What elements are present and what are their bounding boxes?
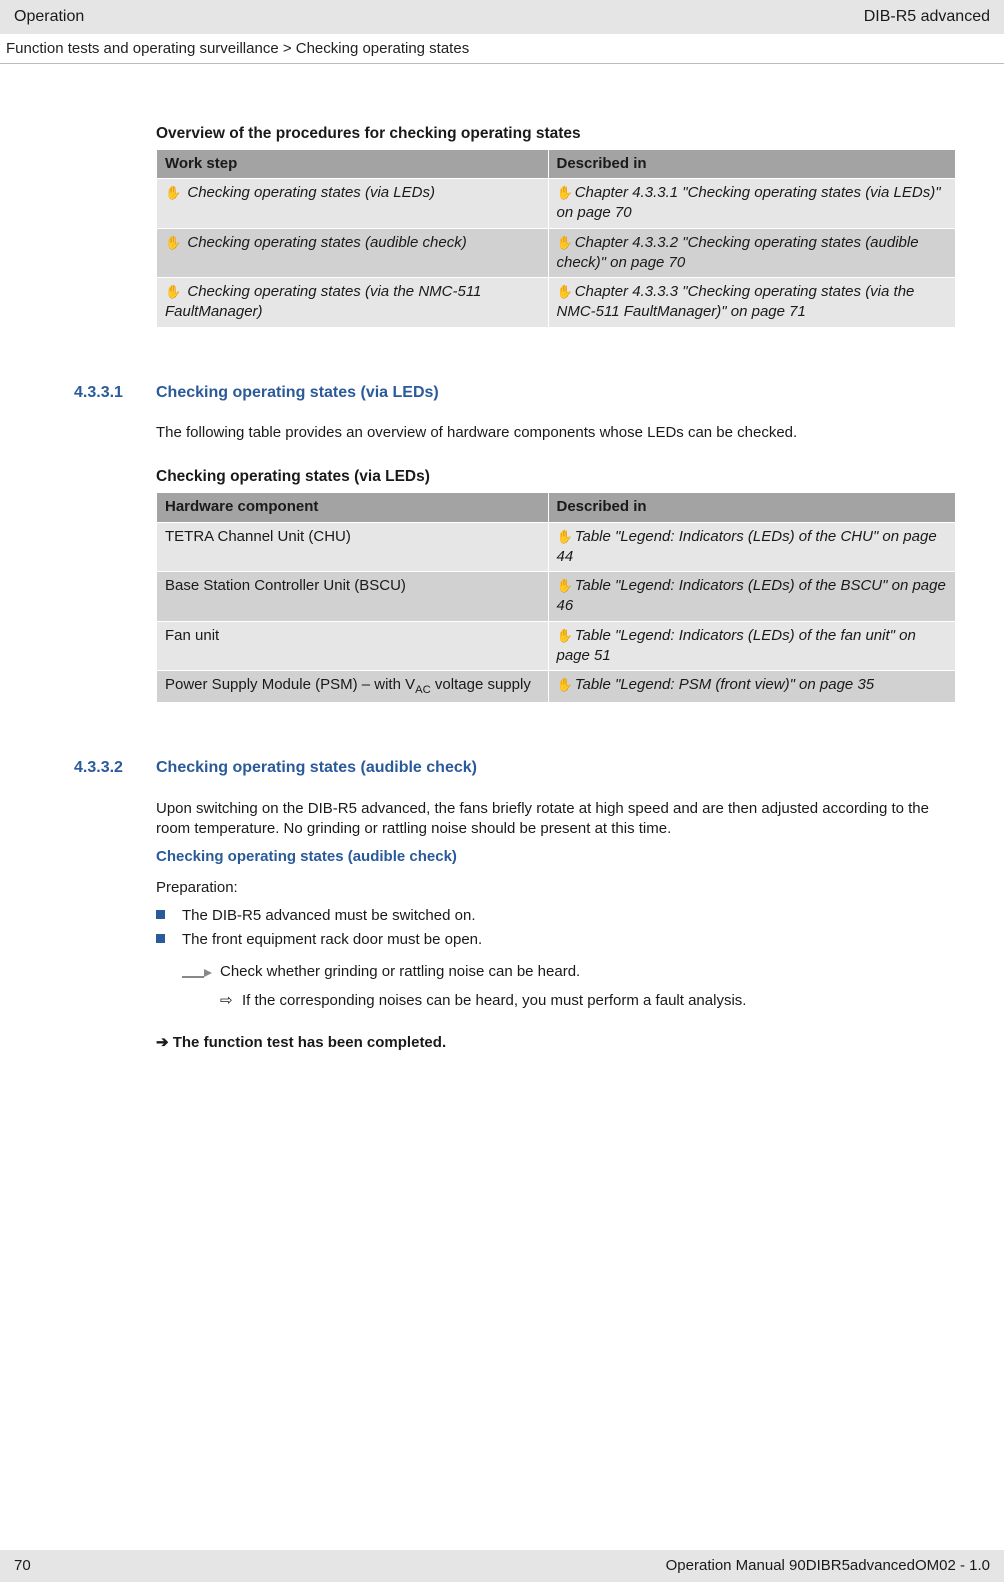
cell-text: Checking operating states (via LEDs) [187,184,435,201]
page-footer: 70 Operation Manual 90DIBR5advancedOM02 … [0,1550,1004,1582]
ref-cell: ✋Chapter 4.3.3.3 "Checking operating sta… [548,278,956,328]
table-row: Power Supply Module (PSM) – with VAC vol… [157,671,956,703]
result-text: If the corresponding noises can be heard… [242,991,956,1011]
step-arrow-icon [182,966,216,980]
intro-text: The following table provides an overview… [156,423,956,443]
ref-cell: ✋Chapter 4.3.3.2 "Checking operating sta… [548,228,956,278]
cell-text: voltage supply [431,676,531,693]
breadcrumb: Function tests and operating surveillanc… [0,34,1004,64]
section-title: Checking operating states (via LEDs) [156,382,439,404]
hand-icon: ✋ [557,283,573,301]
sub-heading: Checking operating states (audible check… [156,847,956,867]
completion-text: ➔ The function test has been completed. [156,1033,956,1053]
table-row: ✋ Checking operating states (via the NMC… [157,278,956,328]
cell-text: Chapter 4.3.3.1 "Checking operating stat… [557,184,941,221]
overview-procedures-section: Overview of the procedures for checking … [156,124,956,328]
table-row: ✋ Checking operating states (audible che… [157,228,956,278]
table2-caption: Checking operating states (via LEDs) [156,467,956,488]
hand-icon: ✋ [165,283,181,301]
table2-h1: Hardware component [157,493,549,522]
cell-text: Checking operating states (via the NMC-5… [165,283,481,320]
section-number: 4.3.3.2 [74,757,156,779]
table1-h1: Work step [157,149,549,178]
table1-h2: Described in [548,149,956,178]
section-4332: 4.3.3.2 Checking operating states (audib… [156,757,956,1053]
hand-icon: ✋ [557,234,573,252]
leds-table: Hardware component Described in TETRA Ch… [156,492,956,703]
result-arrow-icon: ⇨ [220,991,242,1011]
list-item: The front equipment rack door must be op… [156,930,956,950]
hand-icon: ✋ [557,528,573,546]
ref-cell: ✋Table "Legend: PSM (front view)" on pag… [548,671,956,703]
ref-cell: ✋Table "Legend: Indicators (LEDs) of the… [548,522,956,572]
hand-icon: ✋ [557,184,573,202]
hand-icon: ✋ [557,577,573,595]
component-cell: Fan unit [157,621,549,671]
hand-icon: ✋ [165,234,181,252]
workstep-cell: ✋ Checking operating states (via LEDs) [157,179,549,229]
table-row: ✋ Checking operating states (via LEDs) ✋… [157,179,956,229]
cell-text: Chapter 4.3.3.2 "Checking operating stat… [557,234,919,271]
workstep-cell: ✋ Checking operating states (via the NMC… [157,278,549,328]
overview-procedures-table: Work step Described in ✋ Checking operat… [156,149,956,328]
cell-text: Table "Legend: Indicators (LEDs) of the … [557,577,946,614]
section-4331: 4.3.3.1 Checking operating states (via L… [156,382,956,704]
footer-title: Operation Manual 90DIBR5advancedOM02 - 1… [666,1556,990,1576]
intro-text: Upon switching on the DIB-R5 advanced, t… [156,799,956,840]
result-row: ⇨ If the corresponding noises can be hea… [156,991,956,1011]
component-cell: Power Supply Module (PSM) – with VAC vol… [157,671,549,703]
subscript-text: AC [415,684,431,696]
cell-text: Chapter 4.3.3.3 "Checking operating stat… [557,283,915,320]
cell-text: Table "Legend: PSM (front view)" on page… [575,676,874,693]
table2-h2: Described in [548,493,956,522]
table1-caption: Overview of the procedures for checking … [156,124,956,145]
cell-text: Table "Legend: Indicators (LEDs) of the … [557,627,916,664]
hand-icon: ✋ [557,676,573,694]
section-number: 4.3.3.1 [74,382,156,404]
table-header-row: Work step Described in [157,149,956,178]
header-right: DIB-R5 advanced [864,6,990,28]
ref-cell: ✋Table "Legend: Indicators (LEDs) of the… [548,621,956,671]
step-text: Check whether grinding or rattling noise… [216,962,956,982]
page-header: Operation DIB-R5 advanced [0,0,1004,34]
table-row: Fan unit ✋Table "Legend: Indicators (LED… [157,621,956,671]
component-cell: Base Station Controller Unit (BSCU) [157,572,549,622]
table-header-row: Hardware component Described in [157,493,956,522]
section-title: Checking operating states (audible check… [156,757,477,779]
page-number: 70 [14,1556,31,1576]
prep-label: Preparation: [156,878,956,898]
hand-icon: ✋ [557,627,573,645]
cell-text: Checking operating states (audible check… [187,234,466,251]
cell-text: Table "Legend: Indicators (LEDs) of the … [557,528,937,565]
table-row: TETRA Channel Unit (CHU) ✋Table "Legend:… [157,522,956,572]
section-heading: 4.3.3.1 Checking operating states (via L… [74,382,956,404]
cell-text: Power Supply Module (PSM) – with V [165,676,415,693]
component-cell: TETRA Channel Unit (CHU) [157,522,549,572]
header-left: Operation [14,6,84,28]
section-heading: 4.3.3.2 Checking operating states (audib… [74,757,956,779]
ref-cell: ✋Table "Legend: Indicators (LEDs) of the… [548,572,956,622]
ref-cell: ✋Chapter 4.3.3.1 "Checking operating sta… [548,179,956,229]
table-row: Base Station Controller Unit (BSCU) ✋Tab… [157,572,956,622]
workstep-cell: ✋ Checking operating states (audible che… [157,228,549,278]
hand-icon: ✋ [165,184,181,202]
list-item: The DIB-R5 advanced must be switched on. [156,906,956,926]
prep-list: The DIB-R5 advanced must be switched on.… [156,906,956,951]
step-row: Check whether grinding or rattling noise… [156,962,956,982]
